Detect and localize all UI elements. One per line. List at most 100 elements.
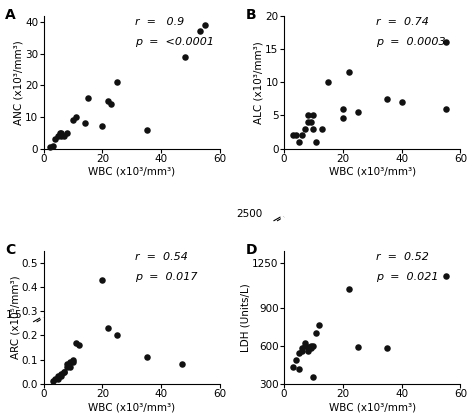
Point [52, 375, 59, 382]
Point [52, 136, 59, 142]
Point [295, 365, 302, 372]
Point [64, 361, 71, 368]
Point [307, 345, 314, 352]
Point [201, 22, 209, 28]
Point [57, 373, 65, 380]
Point [292, 132, 300, 139]
Text: r  =  0.54: r = 0.54 [136, 252, 188, 262]
Point [55, 375, 62, 382]
Point [304, 112, 311, 119]
Point [108, 101, 115, 108]
Text: p  =  0.017: p = 0.017 [136, 272, 198, 282]
Point [69, 117, 77, 124]
Point [181, 54, 189, 60]
Point [56, 129, 64, 136]
X-axis label: WBC (x10³/mm³): WBC (x10³/mm³) [328, 402, 416, 412]
Point [105, 325, 112, 331]
Point [46, 144, 54, 150]
Text: r  =  0.52: r = 0.52 [376, 252, 428, 262]
Point [298, 347, 306, 354]
Y-axis label: ANC (x10³/mm³): ANC (x10³/mm³) [14, 40, 24, 124]
Point [324, 79, 332, 85]
Point [398, 99, 405, 106]
Point [295, 139, 302, 145]
Point [310, 112, 317, 119]
Y-axis label: ALC (x10³/mm³): ALC (x10³/mm³) [254, 41, 264, 124]
Point [442, 273, 449, 279]
Point [354, 109, 361, 116]
X-axis label: WBC (x10³/mm³): WBC (x10³/mm³) [88, 167, 175, 177]
Point [61, 133, 68, 140]
Point [66, 359, 74, 365]
Text: 1.5: 1.5 [6, 310, 22, 320]
Text: A: A [5, 8, 16, 22]
Point [313, 330, 320, 336]
Point [113, 332, 121, 339]
Point [345, 69, 353, 75]
Point [72, 114, 80, 120]
Point [339, 114, 346, 121]
Point [113, 79, 121, 85]
Text: C: C [5, 243, 15, 257]
Point [66, 363, 74, 370]
Point [178, 361, 186, 368]
Point [81, 120, 89, 127]
Text: p  =  0.0003: p = 0.0003 [376, 37, 446, 47]
Point [301, 342, 309, 349]
Point [99, 123, 106, 130]
Point [319, 125, 326, 132]
Point [289, 132, 297, 139]
Point [316, 322, 323, 329]
Y-axis label: LDH (Units/L): LDH (Units/L) [241, 283, 251, 352]
Point [295, 350, 302, 357]
Point [345, 285, 353, 292]
Point [55, 133, 62, 140]
Point [304, 347, 311, 354]
Point [301, 340, 309, 347]
Point [55, 373, 62, 380]
Point [61, 368, 68, 375]
Point [313, 139, 320, 145]
Y-axis label: ARC (x10⁵/mm³): ARC (x10⁵/mm³) [10, 275, 20, 359]
Point [310, 374, 317, 381]
Point [307, 119, 314, 125]
Point [75, 342, 83, 349]
Point [49, 378, 56, 385]
Text: r  =   0.9: r = 0.9 [136, 17, 185, 27]
Point [69, 359, 77, 365]
Point [442, 39, 449, 46]
Point [143, 354, 150, 360]
Text: 2500: 2500 [237, 209, 263, 219]
Point [61, 368, 68, 375]
Point [304, 344, 311, 350]
Point [298, 132, 306, 139]
Point [383, 96, 391, 102]
Point [310, 125, 317, 132]
Point [99, 277, 106, 283]
Point [84, 95, 91, 101]
Point [49, 143, 56, 150]
Point [105, 98, 112, 104]
X-axis label: WBC (x10³/mm³): WBC (x10³/mm³) [88, 402, 175, 412]
Point [69, 356, 77, 363]
Point [354, 344, 361, 350]
Point [339, 106, 346, 112]
Point [57, 133, 65, 140]
X-axis label: WBC (x10³/mm³): WBC (x10³/mm³) [328, 167, 416, 177]
Point [64, 129, 71, 136]
Text: p  =  <0.0001: p = <0.0001 [136, 37, 214, 47]
Point [143, 126, 150, 133]
Point [304, 119, 311, 125]
Point [298, 345, 306, 352]
Point [64, 363, 71, 370]
Point [289, 364, 297, 371]
Point [310, 342, 317, 349]
Text: D: D [245, 243, 257, 257]
Point [307, 342, 314, 349]
Point [301, 125, 309, 132]
Text: B: B [245, 8, 256, 22]
Text: p  =  0.021: p = 0.021 [376, 272, 438, 282]
Point [292, 356, 300, 363]
Point [196, 28, 203, 34]
Point [57, 129, 65, 136]
